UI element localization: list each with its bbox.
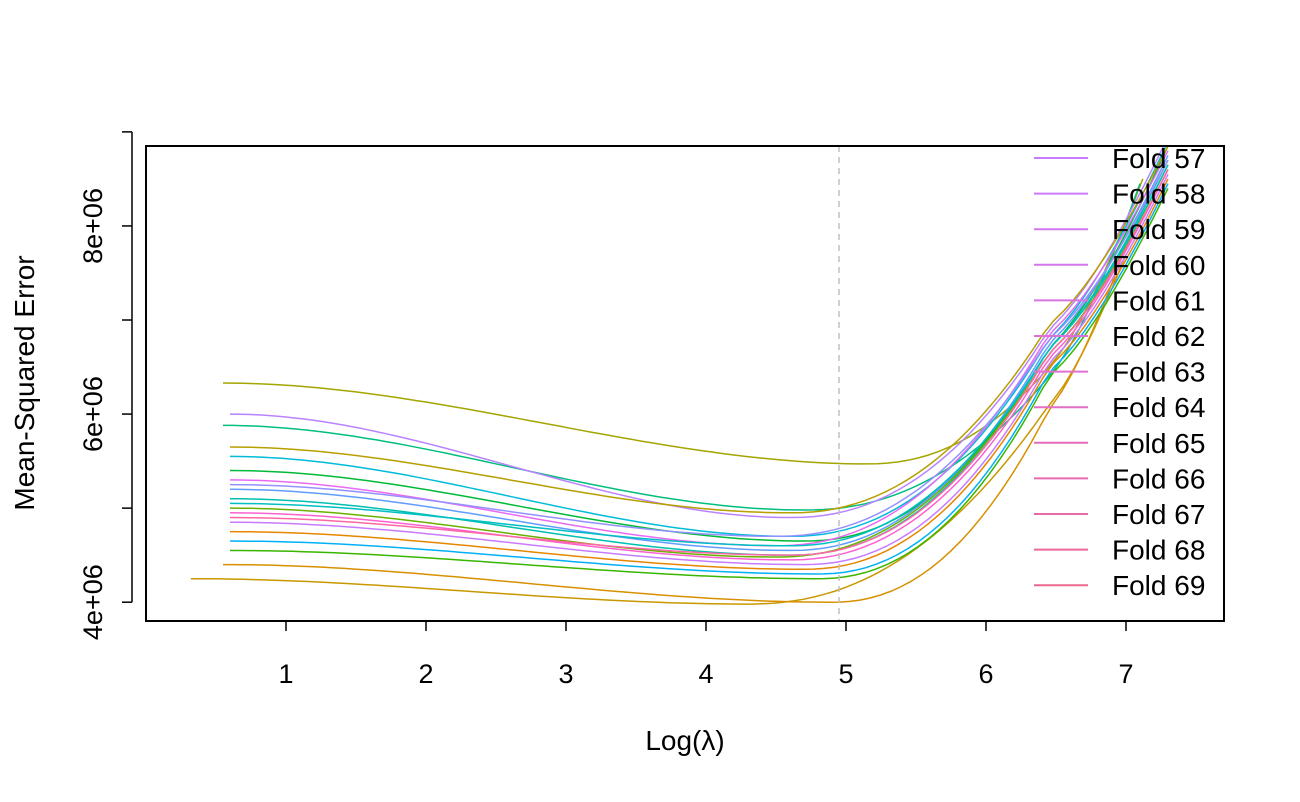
- series-line-16: [230, 187, 1169, 580]
- series-line-20: [229, 146, 1169, 514]
- y-tick-label-3: 6e+06: [78, 376, 108, 452]
- axes: 1 2 3 4 5 6 7 4e+06 6e+06 8e+06: [78, 131, 1134, 689]
- series-line-11: [229, 164, 1169, 558]
- y-axis-label: Mean-Squared Error: [9, 255, 40, 510]
- y-tick-label-5: 8e+06: [78, 188, 108, 264]
- x-tick-label-1: 1: [278, 659, 293, 689]
- legend-label-8: Fold 64: [1112, 392, 1205, 423]
- series-line-1: [190, 253, 1127, 605]
- series-line-18: [229, 164, 1169, 547]
- legend-label-6: Fold 62: [1112, 321, 1205, 352]
- x-tick-label-6: 6: [978, 659, 993, 689]
- x-axis-label: Log(λ): [645, 725, 724, 756]
- legend: Fold 57 Fold 58 Fold 59 Fold 60 Fold 61 Fold …: [1034, 143, 1205, 601]
- series-line-14: [229, 178, 1169, 571]
- legend-label-2: Fold 58: [1112, 179, 1205, 210]
- series-line-5: [229, 146, 1165, 519]
- legend-label-12: Fold 68: [1112, 535, 1205, 566]
- x-tick-label-4: 4: [698, 659, 713, 689]
- legend-label-5: Fold 61: [1112, 285, 1205, 316]
- series-lines: [190, 146, 1169, 605]
- legend-label-3: Fold 59: [1112, 214, 1205, 245]
- series-line-15: [229, 183, 1169, 575]
- series-line-17: [229, 159, 1169, 538]
- legend-label-4: Fold 60: [1112, 250, 1205, 281]
- series-line-9: [229, 155, 1169, 552]
- series-line-19: [229, 169, 1169, 556]
- legend-label-9: Fold 65: [1112, 428, 1205, 459]
- series-line-6: [229, 146, 1167, 538]
- legend-label-13: Fold 69: [1112, 570, 1205, 601]
- legend-label-10: Fold 66: [1112, 463, 1205, 494]
- legend-label-1: Fold 57: [1112, 143, 1205, 174]
- x-tick-label-2: 2: [418, 659, 433, 689]
- x-tick-label-7: 7: [1118, 659, 1133, 689]
- legend-label-7: Fold 63: [1112, 357, 1205, 388]
- series-line-12: [229, 169, 1169, 561]
- series-line-4: [223, 225, 1134, 603]
- legend-label-11: Fold 67: [1112, 499, 1205, 530]
- y-tick-label-1: 4e+06: [78, 564, 108, 640]
- x-tick-label-3: 3: [558, 659, 573, 689]
- series-line-13: [229, 173, 1169, 566]
- x-tick-label-5: 5: [838, 659, 853, 689]
